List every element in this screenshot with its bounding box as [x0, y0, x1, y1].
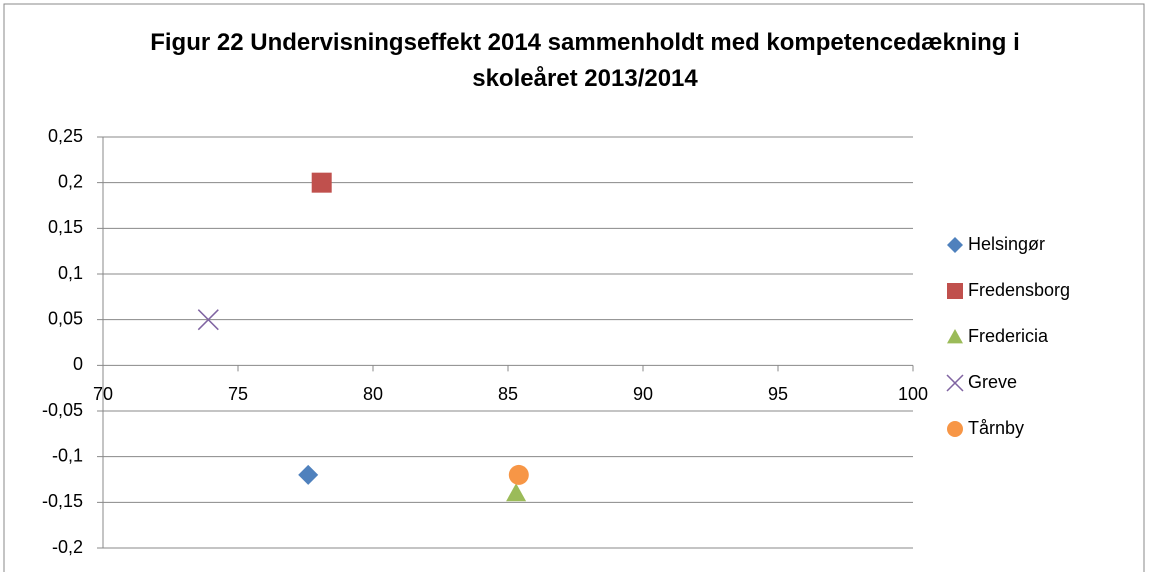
legend-marker — [947, 421, 963, 437]
legend-label: Tårnby — [968, 418, 1024, 438]
point — [506, 483, 527, 502]
point — [298, 464, 319, 485]
legend-label: Helsingør — [968, 234, 1045, 254]
y-tick-label: 0 — [73, 354, 83, 374]
y-tick-label: 0,15 — [48, 217, 83, 237]
y-tick-label: 0,25 — [48, 126, 83, 146]
point — [197, 309, 219, 331]
legend-marker — [947, 283, 963, 299]
point — [311, 172, 332, 193]
legend-marker — [947, 329, 963, 344]
x-tick-label: 90 — [633, 384, 653, 404]
y-tick-label: -0,1 — [52, 445, 83, 465]
title-box: Figur 22 Undervisningseffekt 2014 sammen… — [150, 29, 1020, 92]
legend-label: Greve — [968, 372, 1017, 392]
legend-marker — [946, 374, 964, 392]
point — [508, 464, 529, 485]
legend-label: Fredensborg — [968, 280, 1070, 300]
legend-marker — [947, 237, 963, 253]
x-tick-label: 80 — [363, 384, 383, 404]
x-tick-label: 75 — [228, 384, 248, 404]
y-tick-label: 0,1 — [58, 263, 83, 283]
x-tick-label: 70 — [93, 384, 113, 404]
y-tick-label: -0,05 — [42, 400, 83, 420]
y-tick-label: -0,2 — [52, 537, 83, 557]
x-tick-label: 100 — [898, 384, 928, 404]
chart-title: Figur 22 Undervisningseffekt 2014 sammen… — [150, 29, 1020, 92]
y-tick-label: 0,2 — [58, 171, 83, 191]
y-tick-label: -0,15 — [42, 491, 83, 511]
legend-label: Fredericia — [968, 326, 1049, 346]
x-tick-label: 95 — [768, 384, 788, 404]
y-tick-label: 0,05 — [48, 308, 83, 328]
x-tick-label: 85 — [498, 384, 518, 404]
